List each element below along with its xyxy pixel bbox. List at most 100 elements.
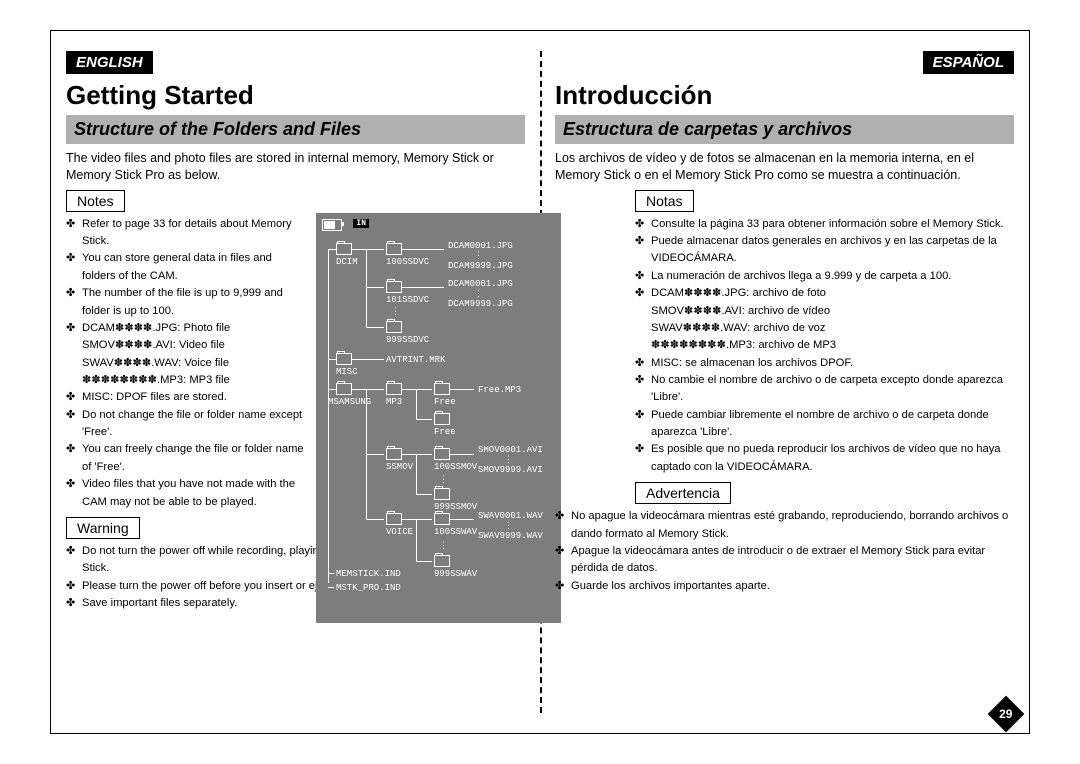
list-item: Video files that you have not made with … <box>66 476 306 511</box>
list-item: La numeración de archivos llega a 9.999 … <box>635 268 1014 285</box>
warning-label-es: Advertencia <box>635 482 731 504</box>
diagram-label: MISC <box>336 367 358 377</box>
tree-line <box>416 561 432 562</box>
list-item: MISC: DPOF files are stored. <box>66 389 306 406</box>
page-number-badge: 29 <box>988 696 1025 733</box>
tree-line <box>402 249 444 250</box>
list-item: Apague la videocámara antes de introduci… <box>555 543 1014 578</box>
folder-icon <box>386 448 402 460</box>
tree-line <box>366 454 384 455</box>
diagram-label: 100SSMOV <box>434 462 477 472</box>
diagram-label: Free <box>434 427 456 437</box>
folder-icon <box>386 383 402 395</box>
tree-line <box>402 454 432 455</box>
tree-line <box>328 249 336 250</box>
folder-icon <box>434 555 450 567</box>
diagram-label: AVTRINT.MRK <box>386 355 445 365</box>
tree-line <box>402 519 432 520</box>
ellipsis-icon: ⋮ <box>439 475 449 485</box>
diagram-label: VOICE <box>386 527 413 537</box>
notes-label-en: Notes <box>66 190 125 212</box>
list-item: Es posible que no pueda reproducir los a… <box>635 441 1014 476</box>
folder-icon <box>434 383 450 395</box>
list-item: No cambie el nombre de archivo o de carp… <box>635 372 1014 407</box>
diagram-label: MEMSTICK.IND <box>336 569 401 579</box>
diagram-label: DCAM9999.JPG <box>448 299 513 309</box>
diagram-label: SMOV9999.AVI <box>478 465 543 475</box>
tree-line <box>366 519 384 520</box>
spanish-column: ESPAÑOL Introducción Estructura de carpe… <box>540 31 1029 733</box>
tree-line <box>352 359 384 360</box>
tree-line <box>450 454 474 455</box>
tree-line <box>416 494 432 495</box>
diagram-label: DCAM9999.JPG <box>448 261 513 271</box>
folder-icon <box>434 513 450 525</box>
tree-line <box>352 389 384 390</box>
tree-line <box>366 287 384 288</box>
tree-line <box>328 249 329 583</box>
diagram-label: 999SSDVC <box>386 335 429 345</box>
tree-line <box>366 327 384 328</box>
list-item: Consulte la página 33 para obtener infor… <box>635 216 1014 233</box>
tree-line <box>328 359 336 360</box>
list-item: Puede almacenar datos generales en archi… <box>635 233 1014 268</box>
lang-badge-english: ENGLISH <box>66 51 153 74</box>
folder-diagram: IN DCIM 100SSDVC DCAM0001.JPG ⋮ DCAM9999… <box>316 213 561 623</box>
diagram-label: Free <box>434 397 456 407</box>
diagram-label: 100SSWAV <box>434 527 477 537</box>
tree-line <box>366 249 367 287</box>
folder-icon <box>386 513 402 525</box>
folder-icon <box>336 383 352 395</box>
tree-line <box>416 454 417 494</box>
section-spanish: Estructura de carpetas y archivos <box>555 115 1014 144</box>
folder-icon <box>336 243 352 255</box>
list-item: You can store general data in files and … <box>66 250 306 285</box>
list-item: MISC: se almacenan los archivos DPOF. <box>635 355 1014 372</box>
tree-line <box>416 519 417 561</box>
battery-icon <box>322 219 342 231</box>
diagram-label: DCAM0001.JPG <box>448 241 513 251</box>
in-badge: IN <box>353 219 369 228</box>
list-item: DCAM✽✽✽✽.JPG: Photo file SMOV✽✽✽✽.AVI: V… <box>66 320 306 389</box>
diagram-label: 100SSDVC <box>386 257 429 267</box>
diagram-label: SWAV0001.WAV <box>478 511 543 521</box>
notes-list-es: Consulte la página 33 para obtener infor… <box>635 216 1014 476</box>
tree-line <box>450 389 474 390</box>
ellipsis-icon: ⋮ <box>439 541 449 551</box>
list-item: No apague la videocámara mientras esté g… <box>555 508 1014 543</box>
folder-icon <box>386 243 402 255</box>
tree-line <box>402 389 432 390</box>
diagram-label: MSTK_PRO.IND <box>336 583 401 593</box>
diagram-label: 101SSDVC <box>386 295 429 305</box>
intro-english: The video files and photo files are stor… <box>66 150 525 184</box>
warnings-list-es: No apague la videocámara mientras esté g… <box>555 508 1014 595</box>
english-column: ENGLISH Getting Started Structure of the… <box>51 31 540 733</box>
title-spanish: Introducción <box>555 80 1014 111</box>
diagram-label: MSAMSUNG <box>328 397 371 407</box>
ellipsis-icon: ⋮ <box>391 307 401 317</box>
lang-badge-spanish: ESPAÑOL <box>923 51 1014 74</box>
diagram-label: DCIM <box>336 257 358 267</box>
page-number: 29 <box>999 707 1012 721</box>
ellipsis-icon: ⋮ <box>474 251 484 261</box>
diagram-label: Free.MP3 <box>478 385 521 395</box>
notes-list-en: Refer to page 33 for details about Memor… <box>66 216 306 511</box>
diagram-label: DCAM0001.JPG <box>448 279 513 289</box>
ellipsis-icon: ⋮ <box>474 289 484 299</box>
diagram-label: 999SSWAV <box>434 569 477 579</box>
warning-label-en: Warning <box>66 517 140 539</box>
ellipsis-icon: ⋮ <box>504 521 514 531</box>
title-english: Getting Started <box>66 80 525 111</box>
list-item: The number of the file is up to 9,999 an… <box>66 285 306 320</box>
list-item: Guarde los archivos importantes aparte. <box>555 578 1014 595</box>
notes-label-es: Notas <box>635 190 694 212</box>
tree-line <box>402 287 444 288</box>
diagram-label: SSMOV <box>386 462 413 472</box>
list-item: You can freely change the file or folder… <box>66 441 306 476</box>
tree-line <box>416 389 417 419</box>
diagram-label: MP3 <box>386 397 402 407</box>
diagram-label: SWAV9999.WAV <box>478 531 543 541</box>
folder-icon <box>386 281 402 293</box>
tree-line <box>328 587 334 588</box>
tree-line <box>352 249 384 250</box>
